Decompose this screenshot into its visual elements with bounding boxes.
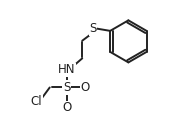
Text: S: S [89, 22, 97, 35]
Text: O: O [80, 81, 90, 94]
Text: Cl: Cl [30, 95, 42, 108]
Text: O: O [62, 101, 71, 114]
Text: S: S [63, 81, 70, 94]
Text: HN: HN [58, 63, 75, 76]
